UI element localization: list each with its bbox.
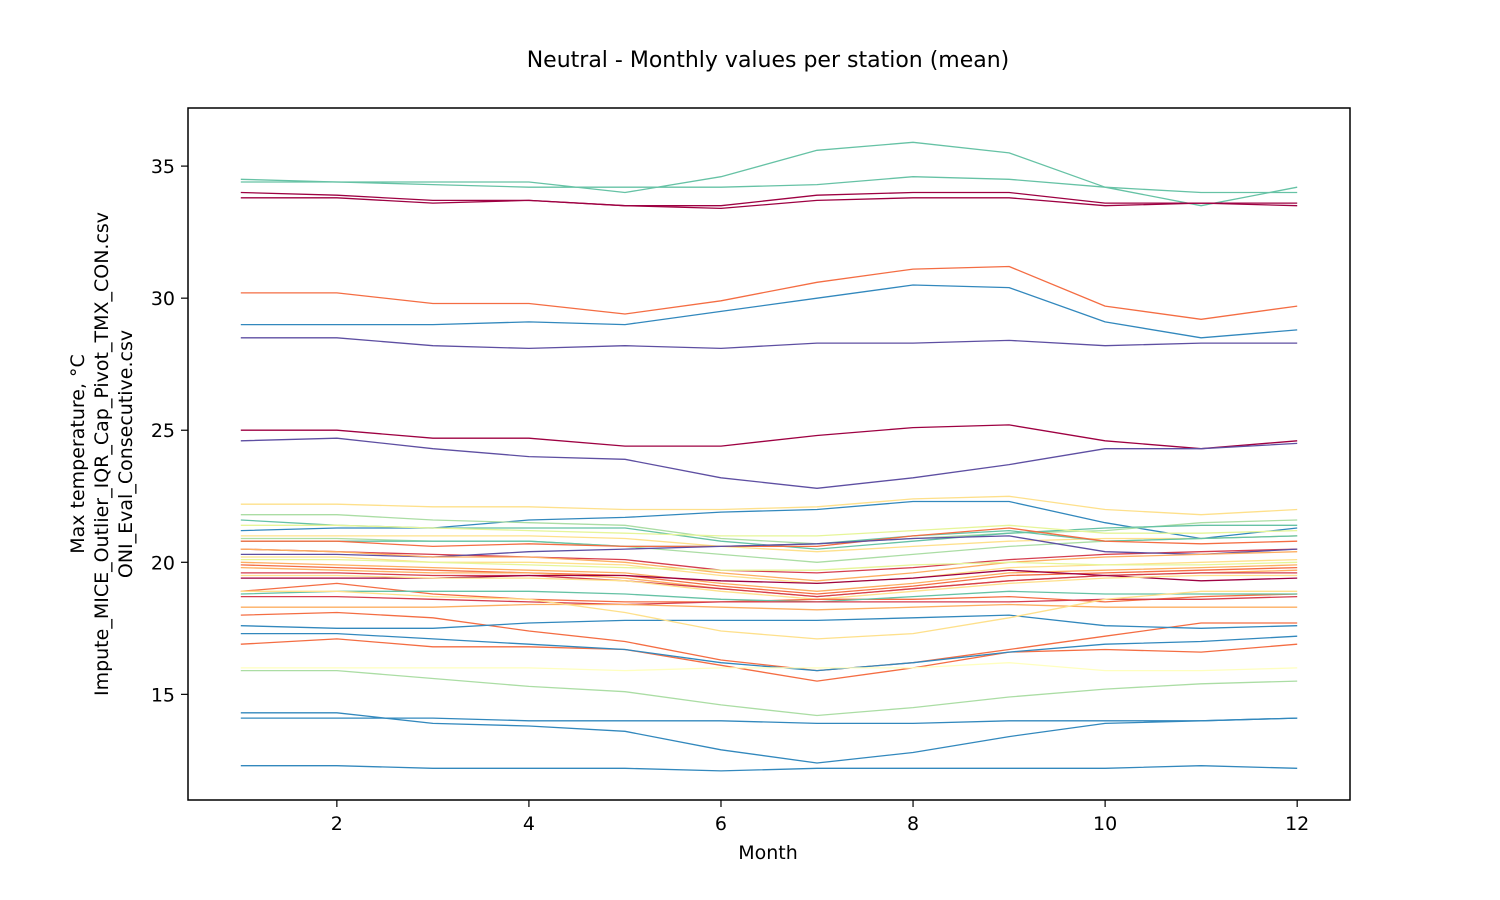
y-axis-label-line-1: Max temperature, °C <box>67 354 89 554</box>
y-axis-label-line-2: Impute_MICE_Outlier_IQR_Cap_Pivot_TMX_CO… <box>91 212 113 696</box>
series-line-2 <box>240 176 1298 194</box>
series-line-25 <box>240 564 1298 595</box>
series-line-4 <box>240 197 1298 210</box>
series-layer <box>240 141 1298 772</box>
series-line-43 <box>240 765 1298 772</box>
x-axis: 2 4 6 8 10 12 <box>331 800 1309 835</box>
series-line-14 <box>240 524 1298 537</box>
series-line-34 <box>240 611 1298 672</box>
series-line-9 <box>240 437 1298 489</box>
series-line-19 <box>240 548 1298 574</box>
y-axis-label-line-3: ONI_Eval_Consecutive.csv <box>115 330 137 578</box>
x-tick-label-12: 12 <box>1285 813 1309 835</box>
series-line-23 <box>240 558 1298 571</box>
series-line-32 <box>240 595 1298 606</box>
y-tick-label-20: 20 <box>151 552 175 574</box>
x-axis-label: Month <box>738 842 798 864</box>
series-line-18 <box>240 527 1298 548</box>
y-tick-label-35: 35 <box>151 156 175 178</box>
series-line-41 <box>240 717 1298 725</box>
series-line-1 <box>240 141 1298 207</box>
series-line-24 <box>240 561 1298 592</box>
x-tick-label-10: 10 <box>1093 813 1117 835</box>
series-line-36 <box>240 638 1298 682</box>
series-line-42 <box>240 712 1298 764</box>
series-line-38 <box>240 590 1298 640</box>
series-line-8 <box>240 424 1298 450</box>
y-axis: 15 20 25 30 35 <box>151 156 188 706</box>
series-line-7 <box>240 337 1298 350</box>
series-line-3 <box>240 191 1298 207</box>
series-line-10 <box>240 495 1298 516</box>
series-line-12 <box>240 514 1298 545</box>
series-line-39 <box>240 662 1298 672</box>
series-line-31 <box>240 590 1298 603</box>
y-tick-label-25: 25 <box>151 420 175 442</box>
series-line-33 <box>240 603 1298 611</box>
chart-title: Neutral - Monthly values per station (me… <box>527 48 1010 73</box>
plot-area <box>187 107 1351 801</box>
series-line-35 <box>240 614 1298 629</box>
y-tick-label-15: 15 <box>151 684 175 706</box>
x-tick-label-2: 2 <box>331 813 343 835</box>
y-tick-label-30: 30 <box>151 288 175 310</box>
series-line-27 <box>240 572 1298 598</box>
series-line-15 <box>240 535 1298 553</box>
series-line-6 <box>240 284 1298 339</box>
series-line-40 <box>240 669 1298 717</box>
series-line-37 <box>240 632 1298 672</box>
x-tick-label-6: 6 <box>715 813 727 835</box>
series-line-5 <box>240 265 1298 320</box>
y-axis-label: Max temperature, °C Impute_MICE_Outlier_… <box>67 212 137 696</box>
axes-frame <box>187 107 1351 801</box>
series-line-29 <box>240 574 1298 600</box>
x-tick-label-4: 4 <box>523 813 535 835</box>
x-tick-label-8: 8 <box>907 813 919 835</box>
plot-background <box>188 108 1350 800</box>
series-line-21 <box>240 548 1298 582</box>
